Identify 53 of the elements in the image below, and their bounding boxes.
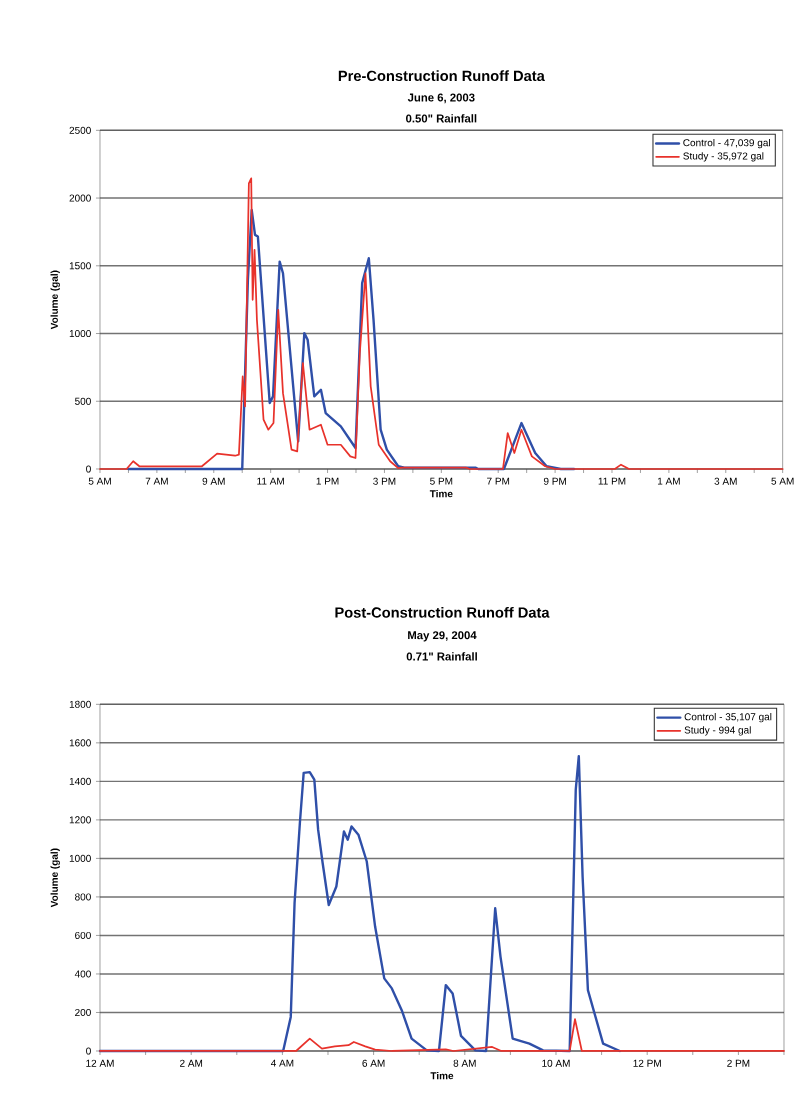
y-tick-label: 2000 bbox=[69, 194, 91, 202]
legend-label: Study - 994 gal bbox=[684, 726, 751, 736]
line-series bbox=[99, 177, 784, 470]
x-tick-label: 11 AM bbox=[257, 477, 284, 485]
x-tick-label: 4 AM bbox=[270, 1059, 294, 1067]
x-tick-label: 12 AM bbox=[86, 1059, 114, 1067]
chart-title: Post-Construction Runoff Data bbox=[335, 606, 550, 618]
x-tick-label: 3 AM bbox=[714, 477, 737, 485]
x-tick-label: 12 PM bbox=[633, 1059, 661, 1067]
y-tick-label: 1500 bbox=[69, 262, 91, 270]
y-tick-label: 600 bbox=[75, 931, 91, 939]
x-tick-label: 3 PM bbox=[373, 477, 396, 485]
x-tick-label: 10 AM bbox=[542, 1059, 570, 1067]
y-tick-label: 1200 bbox=[69, 816, 91, 824]
x-tick-label: 9 PM bbox=[543, 477, 566, 485]
x-tick-label: 7 AM bbox=[145, 477, 168, 485]
y-tick-label: 800 bbox=[75, 893, 91, 901]
x-tick-label: 5 AM bbox=[771, 477, 794, 485]
x-tick-label: 11 PM bbox=[598, 477, 626, 485]
legend-label: Study - 35,972 gal bbox=[683, 152, 764, 162]
x-tick-label: 7 PM bbox=[487, 477, 510, 485]
y-axis-title: Volume (gal) bbox=[50, 270, 60, 330]
line-series bbox=[99, 1018, 785, 1052]
x-tick-label: 8 AM bbox=[453, 1059, 476, 1067]
legend-label: Control - 47,039 gal bbox=[683, 138, 770, 149]
x-tick-label: 2 AM bbox=[180, 1059, 203, 1067]
y-tick-label: 500 bbox=[75, 397, 91, 405]
legend-label: Control - 35,107 gal bbox=[684, 713, 772, 723]
y-tick-label: 1000 bbox=[69, 854, 91, 862]
x-axis-title: Time bbox=[429, 489, 453, 498]
chart-subtitle: May 29, 2004 bbox=[408, 631, 477, 642]
y-tick-label: 0 bbox=[86, 465, 91, 473]
y-tick-label: 400 bbox=[74, 970, 91, 978]
y-tick-label: 0 bbox=[86, 1047, 91, 1055]
x-tick-label: 9 AM bbox=[202, 477, 225, 485]
y-tick-label: 1600 bbox=[69, 739, 91, 747]
text: 0.50" Rainfall bbox=[406, 114, 477, 123]
y-axis-title: Volume (gal) bbox=[50, 848, 60, 908]
x-tick-label: 5 PM bbox=[430, 477, 453, 485]
y-tick-label: 1400 bbox=[69, 777, 91, 785]
y-tick-label: 2500 bbox=[69, 126, 91, 134]
x-tick-label: 6 AM bbox=[362, 1059, 385, 1067]
chart-title: Pre-Construction Runoff Data bbox=[338, 70, 545, 82]
text: 0.71" Rainfall bbox=[406, 652, 477, 661]
x-tick-label: 1 PM bbox=[316, 477, 339, 485]
chart-subtitle: June 6, 2003 bbox=[407, 93, 475, 104]
y-tick-label: 1000 bbox=[69, 329, 91, 338]
y-tick-label: 1800 bbox=[69, 700, 91, 708]
x-tick-label: 2 PM bbox=[727, 1059, 750, 1067]
x-tick-label: 1 AM bbox=[657, 477, 680, 485]
x-axis-title: Time bbox=[430, 1071, 454, 1080]
x-tick-label: 5 AM bbox=[88, 477, 111, 485]
y-tick-label: 200 bbox=[75, 1008, 91, 1017]
